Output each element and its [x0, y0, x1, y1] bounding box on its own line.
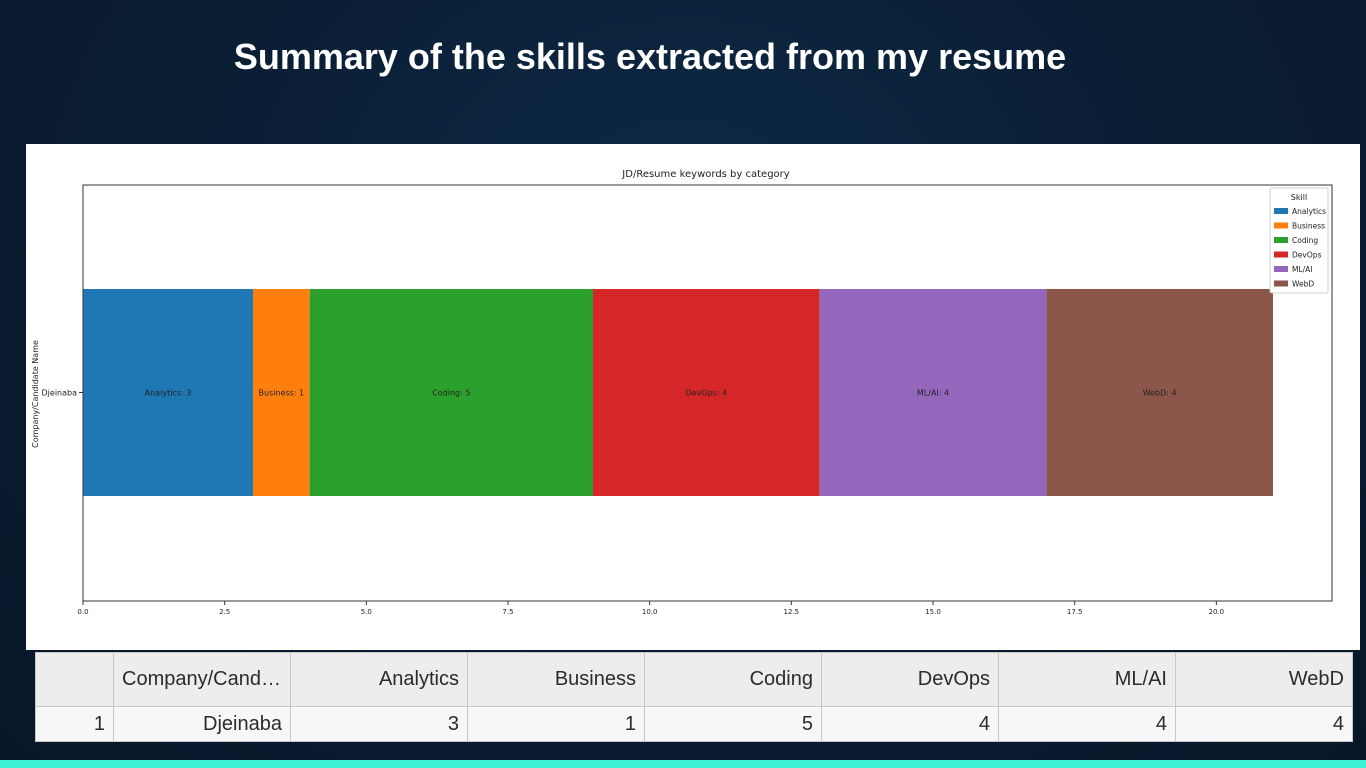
bar-segment-webd	[1046, 289, 1273, 496]
table-row: 1 Djeinaba 3 1 5 4 4 4	[35, 706, 1353, 742]
table-cell-analytics: 3	[290, 706, 468, 742]
bar-segment-coding	[309, 289, 593, 496]
bars-group	[83, 289, 1273, 496]
x-tick-label: 5.0	[361, 608, 372, 616]
x-tick-label: 17.5	[1067, 608, 1083, 616]
table-header-coding[interactable]: Coding	[644, 652, 822, 707]
legend-swatch-business	[1274, 222, 1288, 229]
table-cell-webd: 4	[1175, 706, 1353, 742]
bar-label-ml-ai: ML/AI: 4	[917, 389, 949, 398]
legend-swatch-coding	[1274, 237, 1288, 243]
x-tick-label: 7.5	[502, 608, 513, 616]
x-tick-label: 20.0	[1209, 608, 1225, 616]
bar-segment-ml-ai	[819, 289, 1047, 496]
table-header-analytics[interactable]: Analytics	[290, 652, 468, 707]
legend-entry-analytics: Analytics	[1292, 207, 1326, 216]
chart-title: JD/Resume keywords by category	[621, 169, 789, 180]
legend-swatch-devops	[1274, 251, 1288, 258]
table-header-index[interactable]	[35, 652, 114, 707]
data-table: Company/Candidat... Analytics Business C…	[35, 652, 1353, 742]
bar-label-webd: WebD: 4	[1143, 389, 1177, 398]
x-tick-label: 2.5	[219, 608, 230, 616]
table-header-webd[interactable]: WebD	[1175, 652, 1353, 707]
table-cell-business: 1	[467, 706, 645, 742]
table-cell-coding: 5	[644, 706, 822, 742]
legend-entry-devops: DevOps	[1292, 251, 1321, 260]
chart-panel: JD/Resume keywords by category Company/C…	[26, 144, 1360, 650]
table-header-business[interactable]: Business	[467, 652, 645, 707]
x-tick-label: 12.5	[784, 608, 800, 616]
y-axis-label: Company/Candidate Name	[31, 340, 40, 448]
legend-swatch-ml-ai	[1274, 266, 1288, 272]
y-ticks-group: Djeinaba	[42, 389, 83, 398]
stacked-bar-chart: JD/Resume keywords by category Company/C…	[31, 169, 1333, 616]
bar-segment-devops	[593, 289, 820, 496]
table-header-mlai[interactable]: ML/AI	[998, 652, 1176, 707]
legend-entry-coding: Coding	[1292, 236, 1318, 245]
slide-title: Summary of the skills extracted from my …	[233, 36, 1067, 77]
bar-segment-analytics	[83, 289, 253, 496]
table-cell-devops: 4	[821, 706, 999, 742]
legend-entry-webd: WebD	[1292, 280, 1314, 289]
table-cell-company: Djeinaba	[113, 706, 291, 742]
legend-entry-ml-ai: ML/AI	[1292, 265, 1313, 274]
legend-entry-business: Business	[1292, 222, 1325, 231]
table-header-devops[interactable]: DevOps	[821, 652, 999, 707]
table-header-company[interactable]: Company/Candidat...	[113, 652, 291, 707]
legend-swatch-analytics	[1274, 208, 1288, 214]
x-tick-label: 0.0	[77, 608, 88, 616]
bar-labels-group: Analytics: 3 Business: 1 Coding: 5 DevOps: …	[145, 389, 1177, 398]
legend: Skill Analytics Business Coding DevOps ML/AI W…	[1269, 187, 1329, 294]
bar-label-coding: Coding: 5	[432, 389, 470, 398]
x-tick-label: 15.0	[925, 608, 941, 616]
table-cell-mlai: 4	[998, 706, 1176, 742]
legend-title: Skill	[1291, 193, 1307, 202]
bar-label-analytics: Analytics: 3	[145, 389, 192, 398]
bottom-accent-strip	[0, 760, 1366, 768]
legend-swatch-webd	[1274, 280, 1288, 287]
x-ticks-group: 0.0 2.5 5.0 7.5 10.0 12.5 15.0 17.5 20.0	[77, 601, 1224, 616]
bar-segment-business	[253, 289, 310, 496]
y-tick-label: Djeinaba	[42, 389, 78, 398]
bar-label-devops: DevOps: 4	[685, 389, 727, 398]
table-header-row: Company/Candidat... Analytics Business C…	[35, 652, 1353, 707]
table-cell-index: 1	[35, 706, 114, 742]
x-tick-label: 10.0	[642, 608, 658, 616]
bar-label-business: Business: 1	[259, 389, 305, 398]
